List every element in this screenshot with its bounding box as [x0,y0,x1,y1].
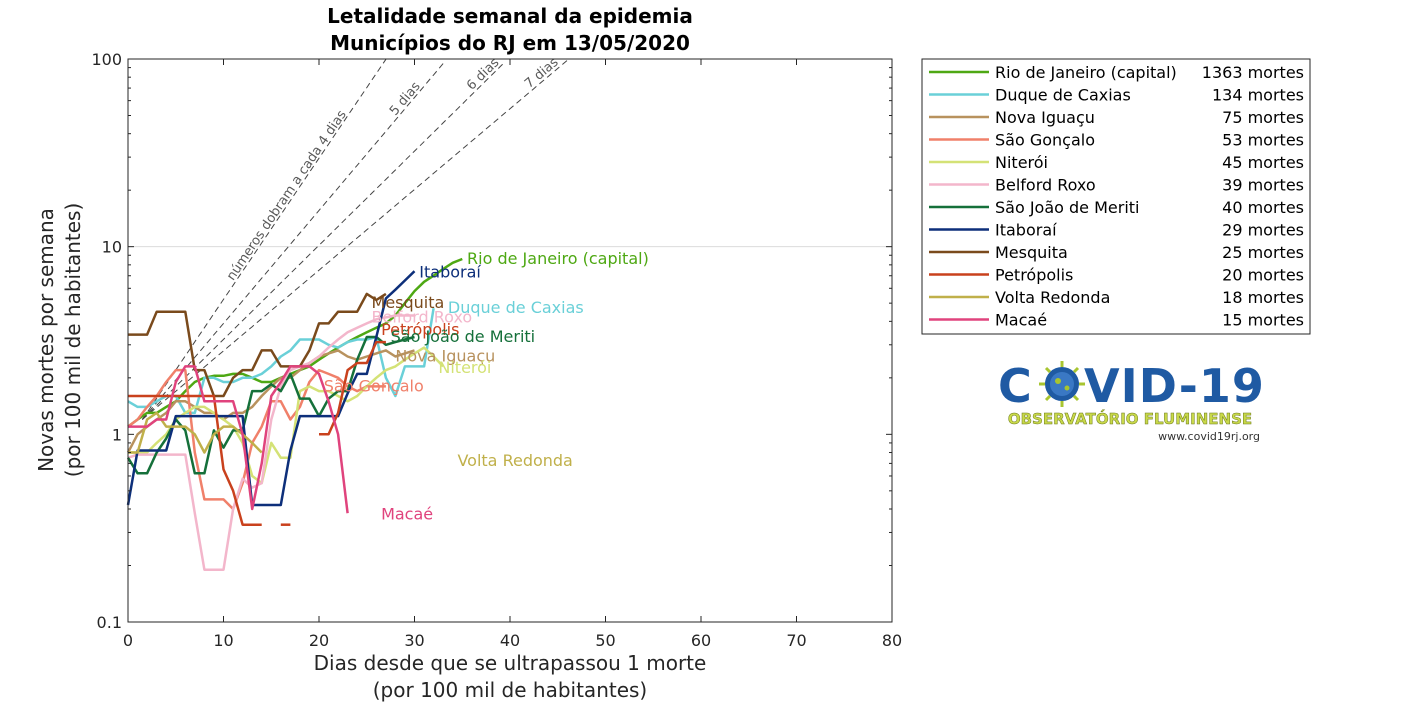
legend-entry-name: Duque de Caxias [995,86,1131,105]
chart-title-line-1: Letalidade semanal da epidemia [327,4,693,28]
legend-entry-deaths: 15 mortes [1222,311,1304,330]
legend-entry-name: Nova Iguaçu [995,108,1095,127]
legend-entry-name: São Gonçalo [995,131,1095,150]
y-tick-label: 0.1 [97,613,122,632]
x-tick-label: 60 [691,631,711,650]
legend-entry-deaths: 25 mortes [1222,243,1304,262]
series-end-label: São Gonçalo [324,376,424,395]
legend-entry-deaths: 53 mortes [1222,131,1304,150]
series-end-label: Niterói [438,358,491,377]
series-end-label: Itaboraí [419,262,481,281]
reference-line-6-days [141,61,506,420]
x-tick-label: 10 [213,631,233,650]
covid19-observatorio-logo: C VID-19 OBSERVATÓRIO FLUMINENSE www.cov… [998,359,1265,443]
logo-text-right: VID-19 [1084,359,1265,413]
series-annotations-layer: Rio de Janeiro (capital)Itaboraí Duque de… [324,249,649,523]
legend-entry-deaths: 134 mortes [1212,86,1304,105]
series-line-7 [126,270,416,507]
x-tick-label: 30 [404,631,424,650]
legend-entry-deaths: 18 mortes [1222,288,1304,307]
legend-entry-name: Volta Redonda [995,288,1110,307]
series-line-2 [126,349,415,454]
legend-entry-name: Itaboraí [995,221,1057,240]
legend-entry-name: Macaé [995,311,1047,330]
series-line-11 [128,365,349,514]
y-tick-label: 100 [91,50,122,69]
x-tick-label: 40 [500,631,520,650]
series-end-label: Volta Redonda [457,451,572,470]
x-tick-label: 0 [123,631,133,650]
legend-entry-deaths: 45 mortes [1222,153,1304,172]
legend-entry-deaths: 40 mortes [1222,198,1304,217]
legend-entry-name: Belford Roxo [995,176,1096,195]
legend-entry-name: São João de Meriti [995,198,1140,217]
reference-line-7-days [141,59,568,420]
legend-entry-deaths: 39 mortes [1222,176,1304,195]
y-axis-label-line-1: Novas mortes por semana [34,208,58,472]
reference-line-4-days [141,59,387,420]
legend-entry-deaths: 20 mortes [1222,266,1304,285]
logo-url: www.covid19rj.org [1158,430,1260,443]
legend-entry-deaths: 75 mortes [1222,108,1304,127]
series-end-label: Macaé [381,504,433,523]
y-axis-label-line-2: (por 100 mil de habitantes) [61,203,85,477]
x-tick-label: 70 [786,631,806,650]
legend-entry-deaths: 29 mortes [1222,221,1304,240]
series-end-label: Rio de Janeiro (capital) [467,249,649,268]
legend-box [921,58,1311,335]
chart-title-line-2: Municípios do RJ em 13/05/2020 [330,31,690,55]
legend-entry-name: Niterói [995,153,1048,172]
plot-frame [127,58,893,623]
legend-entry-name: Petrópolis [995,266,1073,285]
series-line-3 [127,368,386,511]
x-axis-label-line-2: (por 100 mil de habitantes) [373,678,647,702]
series-line-8 [128,292,387,398]
y-tick-label: 10 [102,238,122,257]
logo-subtitle: OBSERVATÓRIO FLUMINENSE [1008,409,1252,428]
series-line-0 [127,257,463,428]
x-tick-label: 50 [595,631,615,650]
series-end-label: Mesquita [372,293,445,312]
x-axis-label-line-1: Dias desde que se ultrapassou 1 morte [314,651,707,675]
legend-entry-name: Rio de Janeiro (capital) [995,63,1177,82]
series-end-label: Nova Iguaçu [395,346,495,365]
logo-text-left: C [998,359,1033,413]
series-line-5 [127,314,415,571]
x-tick-label: 80 [882,631,902,650]
y-tick-label: 1 [112,425,122,444]
legend-entry-name: Mesquita [995,243,1068,262]
series-end-label: Duque de Caxias [448,298,584,317]
virus-icon [1039,361,1085,407]
series-end-label: Belford Roxo [372,307,473,326]
x-tick-label: 20 [309,631,329,650]
series-line-9 [128,394,262,526]
legend-entry-deaths: 1363 mortes [1202,63,1304,82]
series-end-label: São João de Meriti [391,327,536,346]
series-layer [126,257,463,571]
plot-area [128,59,892,622]
series-line-9 [319,340,386,436]
legend: Rio de Janeiro (capital) 1363 mortes Duque… [921,58,1311,335]
reference-line-5-days [141,63,444,420]
series-line-10 [128,411,263,454]
series-end-label: Petrópolis [381,320,459,339]
